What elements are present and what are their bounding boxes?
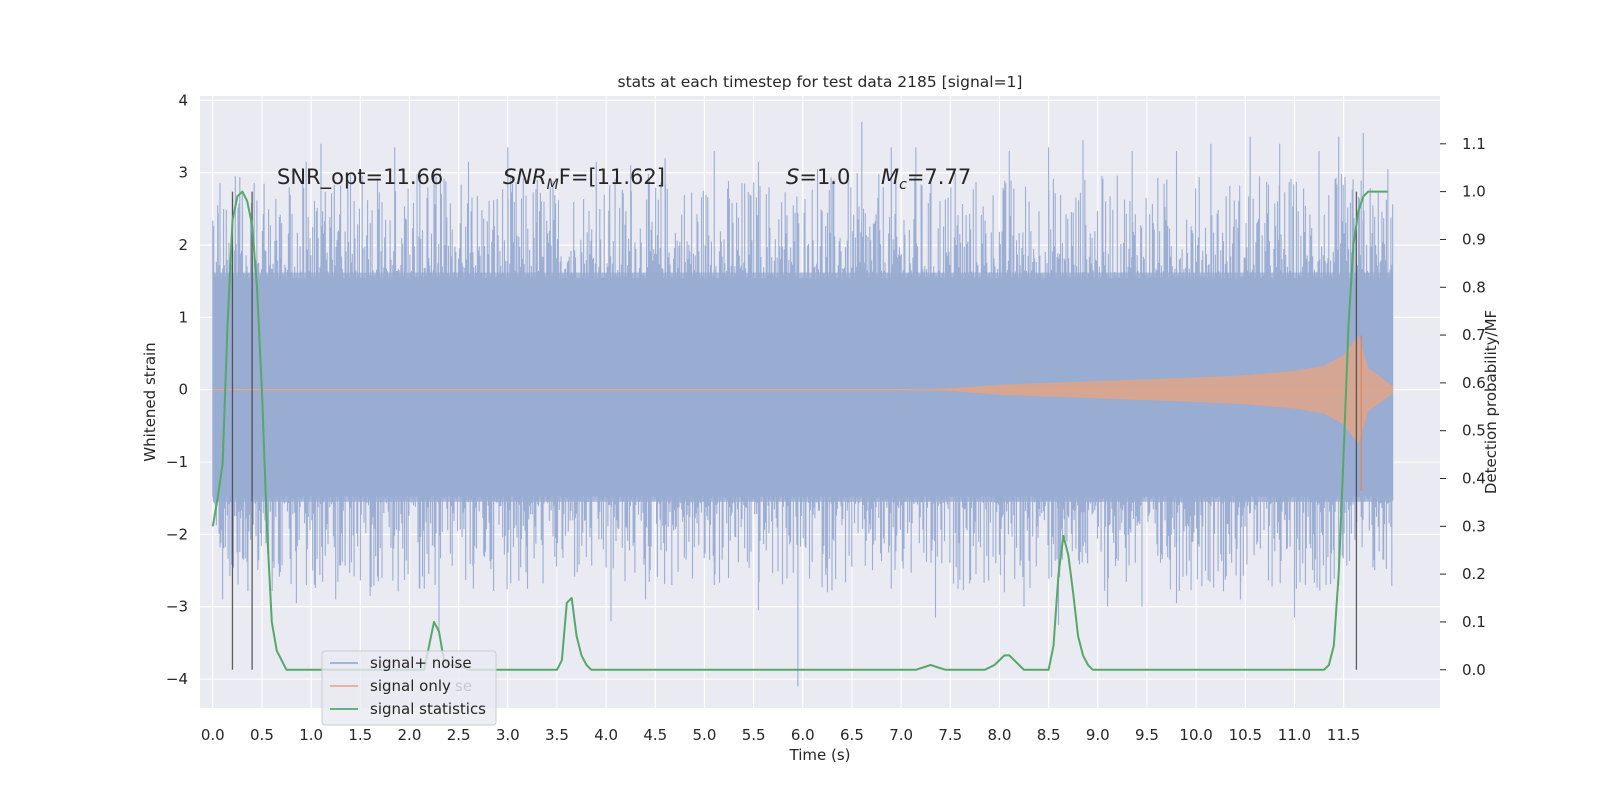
- x-tick-label: 7.0: [889, 726, 913, 744]
- x-tick-label: 7.5: [938, 726, 962, 744]
- y2-tick-label: 0.8: [1462, 278, 1486, 296]
- mc-annotation: Mc=7.77: [881, 165, 971, 193]
- x-tick-label: 10.0: [1179, 726, 1212, 744]
- legend-box: [321, 650, 497, 726]
- s-name: S: [786, 165, 799, 189]
- x-tick-label: 3.5: [545, 726, 569, 744]
- x-tick-label: 10.5: [1229, 726, 1262, 744]
- x-tick-label: 11.5: [1327, 726, 1360, 744]
- annotations: SNR_opt=11.66 SNRMF=[11.62] S=1.0 Mc=7.7…: [277, 165, 971, 193]
- x-tick-label: 8.0: [988, 726, 1012, 744]
- legend: se signal+ noise signal only signal stat…: [321, 650, 497, 726]
- y-tick-label: 0: [178, 381, 188, 399]
- legend-label-noise: signal+ noise: [370, 654, 472, 672]
- chart-title: stats at each timestep for test data 218…: [618, 73, 1023, 91]
- y-tick-label: 1: [178, 308, 188, 326]
- y2-tick-label: 0.7: [1462, 326, 1486, 344]
- mc-subscript: c: [899, 177, 907, 193]
- y2-tick-label: 0.6: [1462, 374, 1486, 392]
- statistics-line: [211, 190, 1388, 671]
- y-tick-label: 4: [178, 91, 188, 109]
- x-tick-label: 3.0: [496, 726, 520, 744]
- y2-tick-label: 0.9: [1462, 230, 1486, 248]
- snr-mf-value: F=[11.62]: [559, 165, 665, 189]
- y-tick-label: −4: [166, 670, 188, 688]
- x-tick-label: 0.5: [250, 726, 274, 744]
- x-tick-labels: 0.0 0.5 1.0 1.5 2.0 2.5 3.0 3.5 4.0 4.5 5.0 5.5 6.0 6…: [201, 726, 1360, 744]
- x-tick-label: 2.5: [447, 726, 471, 744]
- x-tick-label: 4.5: [643, 726, 667, 744]
- y2-tick-label: 0.3: [1462, 517, 1486, 535]
- y2-tick-labels: 0.0 0.1 0.2 0.3 0.4 0.5 0.6 0.7 0.8 0.9 1.0 1.1: [1440, 135, 1486, 679]
- s-value: =1.0: [799, 165, 850, 189]
- mc-name: M: [881, 165, 899, 189]
- y-tick-label: −1: [166, 453, 188, 471]
- y2-tick-label: 1.1: [1462, 135, 1486, 153]
- s-annotation: S=1.0: [786, 165, 850, 189]
- signal-only-series: [212, 335, 1393, 491]
- x-tick-label: 5.5: [742, 726, 766, 744]
- x-tick-label: 5.0: [693, 726, 717, 744]
- x-tick-label: 1.0: [299, 726, 323, 744]
- y2-tick-label: 0.2: [1462, 565, 1486, 583]
- y2-tick-label: 0.5: [1462, 422, 1486, 440]
- x-tick-label: 2.0: [398, 726, 422, 744]
- y-tick-labels: −4 −3 −2 −1 0 1 2 3 4: [166, 91, 188, 688]
- y-tick-label: −2: [166, 525, 188, 543]
- y2-tick-label: 0.4: [1462, 470, 1486, 488]
- y-tick-label: 3: [178, 164, 188, 182]
- signal-statistics-series: [211, 190, 1388, 671]
- y-axis-label: Whitened strain: [141, 342, 159, 461]
- y-tick-label: 2: [178, 236, 188, 254]
- y2-tick-label: 0.0: [1462, 661, 1486, 679]
- vertical-markers: [231, 191, 1358, 670]
- legend-label-statistics: signal statistics: [370, 700, 486, 718]
- x-tick-label: 0.0: [201, 726, 225, 744]
- snr-mf-annotation: SNRMF=[11.62]: [503, 165, 665, 193]
- x-tick-label: 9.5: [1135, 726, 1159, 744]
- x-tick-label: 8.5: [1037, 726, 1061, 744]
- x-tick-label: 4.0: [594, 726, 618, 744]
- x-tick-label: 6.0: [791, 726, 815, 744]
- y2-axis-label: Detection probability/MF: [1482, 310, 1500, 494]
- y2-tick-label: 1.0: [1462, 183, 1486, 201]
- mc-value: =7.77: [907, 165, 971, 189]
- snr-mf-name: SNR: [503, 165, 547, 189]
- legend-ghost-text: se: [455, 677, 472, 695]
- snr-mf-subscript: M: [547, 177, 559, 193]
- snr-opt-annotation: SNR_opt=11.66: [277, 165, 443, 190]
- y-tick-label: −3: [166, 598, 188, 616]
- x-axis-label: Time (s): [789, 746, 851, 764]
- signal-envelope: [901, 335, 1393, 444]
- x-tick-label: 11.0: [1278, 726, 1311, 744]
- x-tick-label: 1.5: [348, 726, 372, 744]
- x-tick-label: 9.0: [1086, 726, 1110, 744]
- y2-tick-label: 0.1: [1462, 613, 1486, 631]
- x-tick-label: 6.5: [840, 726, 864, 744]
- legend-label-signal: signal only: [370, 677, 451, 695]
